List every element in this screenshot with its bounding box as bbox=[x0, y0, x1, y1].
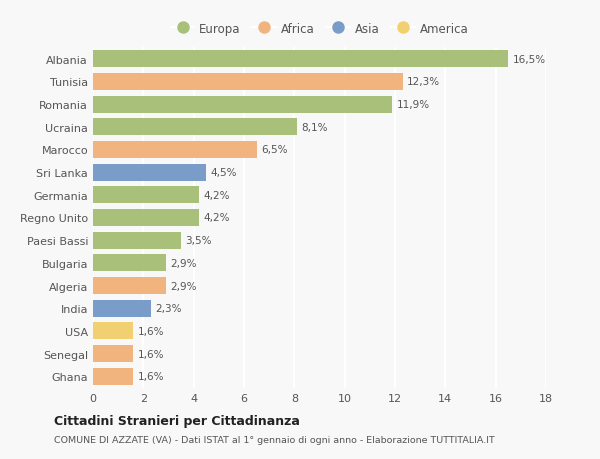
Text: 8,1%: 8,1% bbox=[301, 123, 328, 133]
Text: Cittadini Stranieri per Cittadinanza: Cittadini Stranieri per Cittadinanza bbox=[54, 414, 300, 427]
Bar bbox=[93, 164, 206, 181]
Text: 11,9%: 11,9% bbox=[397, 100, 430, 110]
Bar bbox=[93, 119, 297, 136]
Text: 4,5%: 4,5% bbox=[211, 168, 237, 178]
Text: 2,3%: 2,3% bbox=[155, 303, 182, 313]
Text: 6,5%: 6,5% bbox=[261, 145, 287, 155]
Bar bbox=[93, 51, 508, 68]
Bar bbox=[93, 96, 392, 113]
Bar bbox=[93, 300, 151, 317]
Text: 4,2%: 4,2% bbox=[203, 213, 230, 223]
Bar bbox=[93, 187, 199, 204]
Text: 16,5%: 16,5% bbox=[513, 55, 546, 65]
Legend: Europa, Africa, Asia, America: Europa, Africa, Asia, America bbox=[169, 20, 470, 38]
Text: 2,9%: 2,9% bbox=[170, 281, 197, 291]
Text: 12,3%: 12,3% bbox=[407, 77, 440, 87]
Bar bbox=[93, 141, 257, 159]
Bar bbox=[93, 277, 166, 295]
Bar bbox=[93, 232, 181, 249]
Text: 3,5%: 3,5% bbox=[185, 235, 212, 246]
Text: 1,6%: 1,6% bbox=[138, 326, 164, 336]
Text: COMUNE DI AZZATE (VA) - Dati ISTAT al 1° gennaio di ogni anno - Elaborazione TUT: COMUNE DI AZZATE (VA) - Dati ISTAT al 1°… bbox=[54, 435, 495, 443]
Text: 4,2%: 4,2% bbox=[203, 190, 230, 201]
Bar bbox=[93, 345, 133, 363]
Text: 2,9%: 2,9% bbox=[170, 258, 197, 269]
Bar bbox=[93, 255, 166, 272]
Bar bbox=[93, 323, 133, 340]
Bar bbox=[93, 209, 199, 227]
Bar bbox=[93, 74, 403, 91]
Text: 1,6%: 1,6% bbox=[138, 349, 164, 359]
Text: 1,6%: 1,6% bbox=[138, 371, 164, 381]
Bar bbox=[93, 368, 133, 385]
